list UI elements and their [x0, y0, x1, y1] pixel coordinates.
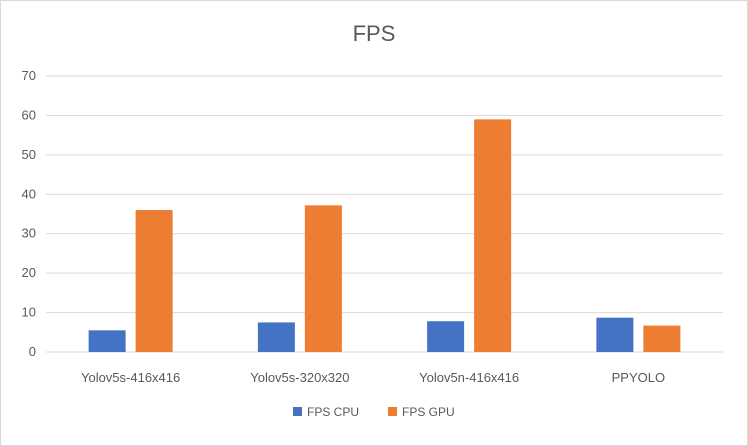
legend-swatch [388, 407, 397, 416]
y-tick-label: 40 [22, 186, 36, 201]
bar-fps-gpu-3 [643, 325, 681, 352]
y-tick-label: 0 [29, 344, 36, 359]
legend-label: FPS CPU [307, 405, 359, 419]
x-category-label: PPYOLO [612, 370, 665, 385]
bar-fps-cpu-2 [427, 321, 465, 352]
x-category-label: Yolov5s-416x416 [81, 370, 180, 385]
legend-swatch [293, 407, 302, 416]
y-tick-label: 60 [22, 107, 36, 122]
bar-fps-cpu-1 [257, 322, 295, 352]
chart-title: FPS [353, 21, 396, 46]
x-category-label: Yolov5s-320x320 [250, 370, 349, 385]
y-tick-label: 30 [22, 226, 36, 241]
x-axis-categories: Yolov5s-416x416 Yolov5s-320x320 Yolov5n-41… [81, 370, 665, 385]
bars [88, 119, 681, 352]
y-tick-label: 70 [22, 68, 36, 83]
bar-fps-cpu-3 [596, 317, 634, 352]
bar-fps-gpu-2 [474, 119, 512, 352]
bar-fps-gpu-0 [135, 210, 173, 352]
y-tick-label: 10 [22, 305, 36, 320]
y-axis-ticks: 0 10 20 30 40 50 60 70 [22, 68, 36, 359]
legend: FPS CPU FPS GPU [293, 405, 455, 419]
legend-label: FPS GPU [402, 405, 455, 419]
y-tick-label: 20 [22, 265, 36, 280]
y-tick-label: 50 [22, 147, 36, 162]
x-category-label: Yolov5n-416x416 [419, 370, 519, 385]
bar-fps-gpu-1 [304, 205, 342, 352]
bar-fps-cpu-0 [88, 330, 126, 352]
